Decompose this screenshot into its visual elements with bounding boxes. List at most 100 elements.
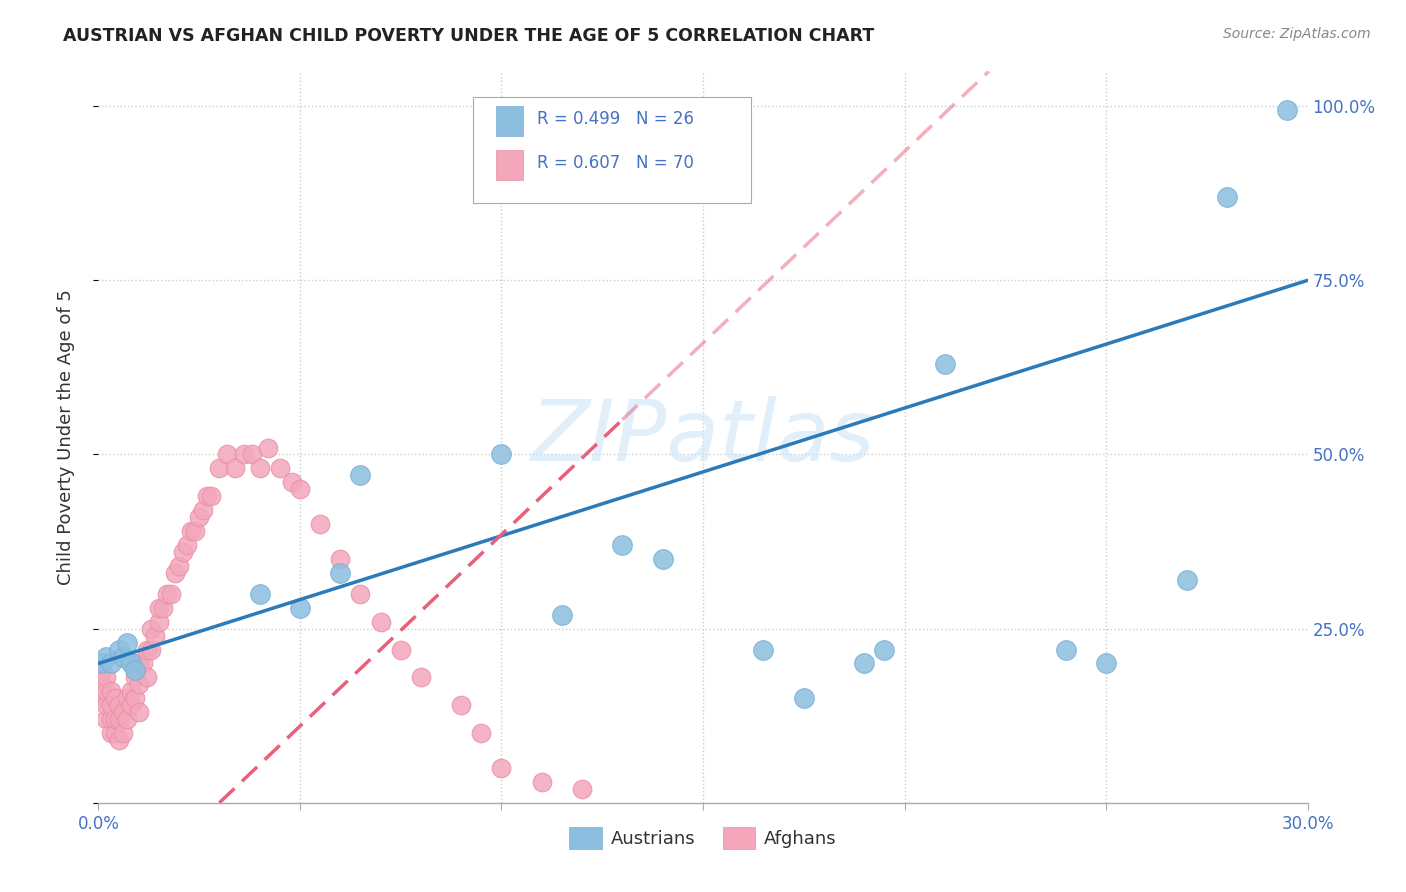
Point	[91, 657, 114, 671]
Point	[100, 657, 122, 671]
Point	[288, 483, 311, 497]
Point	[167, 558, 190, 573]
Text: R = 0.607   N = 70: R = 0.607 N = 70	[537, 153, 695, 172]
Point	[389, 642, 412, 657]
Point	[107, 698, 129, 713]
Point	[530, 775, 553, 789]
Point	[156, 587, 179, 601]
Point	[249, 587, 271, 601]
Point	[491, 448, 513, 462]
Bar	[496, 151, 523, 179]
Point	[128, 705, 150, 719]
Point	[120, 698, 142, 713]
Point	[111, 726, 134, 740]
Point	[281, 475, 304, 490]
Point	[148, 615, 170, 629]
Point	[409, 670, 432, 684]
Text: Source: ZipAtlas.com: Source: ZipAtlas.com	[1223, 27, 1371, 41]
Point	[139, 642, 162, 657]
Point	[232, 448, 254, 462]
Point	[107, 642, 129, 657]
Text: AUSTRIAN VS AFGHAN CHILD POVERTY UNDER THE AGE OF 5 CORRELATION CHART: AUSTRIAN VS AFGHAN CHILD POVERTY UNDER T…	[63, 27, 875, 45]
Point	[96, 684, 118, 698]
Point	[853, 657, 876, 671]
Point	[1095, 657, 1118, 671]
Point	[329, 566, 352, 580]
Point	[188, 510, 211, 524]
Point	[269, 461, 291, 475]
Point	[107, 712, 129, 726]
Point	[752, 642, 775, 657]
Point	[100, 726, 122, 740]
Point	[100, 684, 122, 698]
Point	[224, 461, 246, 475]
Point	[349, 587, 371, 601]
Point	[124, 664, 146, 678]
Point	[115, 691, 138, 706]
Point	[103, 691, 125, 706]
Bar	[496, 106, 523, 136]
Point	[1175, 573, 1198, 587]
Point	[184, 524, 207, 538]
Point	[124, 691, 146, 706]
Point	[309, 517, 332, 532]
Point	[143, 629, 166, 643]
Point	[217, 448, 239, 462]
Point	[873, 642, 896, 657]
Point	[135, 642, 157, 657]
Point	[1054, 642, 1077, 657]
Point	[91, 664, 114, 678]
Point	[329, 552, 352, 566]
Y-axis label: Child Poverty Under the Age of 5: Child Poverty Under the Age of 5	[56, 289, 75, 585]
Point	[96, 712, 118, 726]
Point	[249, 461, 271, 475]
Point	[91, 691, 114, 706]
Point	[180, 524, 202, 538]
FancyBboxPatch shape	[474, 97, 751, 203]
Point	[193, 503, 215, 517]
Point	[115, 712, 138, 726]
Point	[139, 622, 162, 636]
Point	[793, 691, 815, 706]
Point	[152, 600, 174, 615]
Point	[651, 552, 673, 566]
Point	[111, 649, 134, 664]
Point	[176, 538, 198, 552]
Point	[91, 677, 114, 691]
Point	[124, 670, 146, 684]
Point	[115, 635, 138, 649]
Point	[1216, 190, 1239, 204]
Point	[103, 712, 125, 726]
Point	[160, 587, 183, 601]
Point	[200, 489, 222, 503]
Point	[491, 761, 513, 775]
Point	[96, 649, 118, 664]
Point	[128, 677, 150, 691]
Point	[551, 607, 574, 622]
Point	[128, 657, 150, 671]
Point	[163, 566, 186, 580]
Point	[470, 726, 492, 740]
Point	[256, 441, 278, 455]
Point	[135, 670, 157, 684]
Point	[103, 726, 125, 740]
Point	[96, 670, 118, 684]
Point	[107, 733, 129, 747]
Point	[370, 615, 392, 629]
Text: R = 0.499   N = 26: R = 0.499 N = 26	[537, 110, 695, 128]
Legend: Austrians, Afghans: Austrians, Afghans	[562, 820, 844, 856]
Point	[288, 600, 311, 615]
Point	[96, 698, 118, 713]
Point	[100, 698, 122, 713]
Point	[100, 712, 122, 726]
Point	[934, 357, 956, 371]
Point	[120, 684, 142, 698]
Point	[450, 698, 472, 713]
Point	[240, 448, 263, 462]
Point	[1277, 103, 1299, 117]
Text: ZIPatlas: ZIPatlas	[531, 395, 875, 479]
Point	[571, 781, 593, 796]
Point	[132, 657, 155, 671]
Point	[195, 489, 218, 503]
Point	[111, 705, 134, 719]
